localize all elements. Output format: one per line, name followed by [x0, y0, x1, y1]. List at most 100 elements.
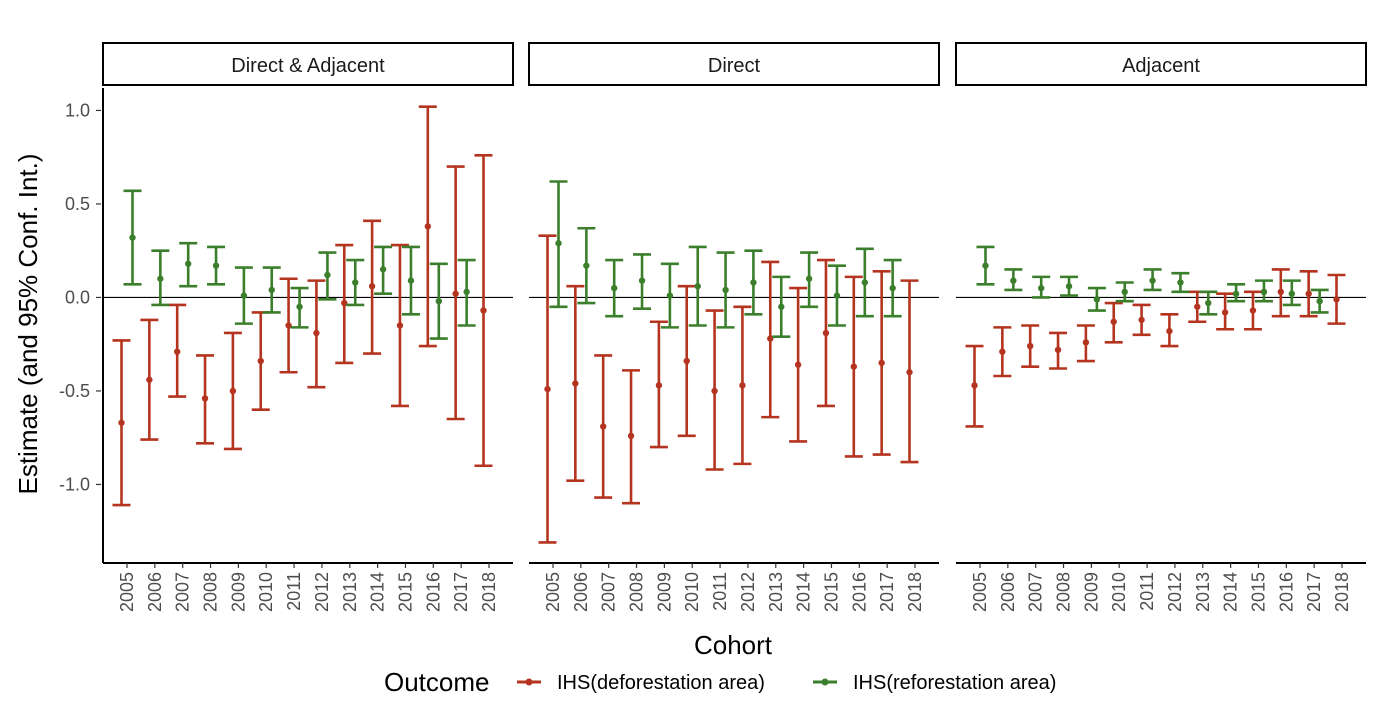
x-tick-label: 2009 [228, 572, 248, 612]
error-bar-reforestation [346, 258, 365, 307]
estimate-point [352, 279, 359, 286]
error-bar-reforestation [688, 245, 707, 327]
estimate-point [407, 277, 415, 284]
y-tick-label: 0.5 [65, 194, 90, 214]
x-tick-label: 2018 [905, 572, 925, 612]
estimate-point [878, 359, 885, 367]
estimate-point [157, 275, 164, 282]
estimate-point [368, 283, 376, 290]
error-bar-deforestation [307, 279, 326, 389]
estimate-point [850, 363, 858, 370]
legend-title: Outcome [384, 667, 490, 697]
estimate-point [1149, 277, 1156, 284]
x-tick-label: 2007 [173, 572, 193, 612]
estimate-point [1010, 277, 1017, 284]
error-bar-reforestation [577, 226, 596, 305]
estimate-point [627, 432, 635, 440]
x-tick-label: 2012 [312, 572, 332, 612]
error-bar-deforestation [1021, 324, 1040, 368]
x-tick-label: 2007 [1026, 572, 1046, 612]
x-tick-label: 2017 [451, 572, 471, 612]
error-bar-deforestation [1243, 290, 1262, 331]
estimate-point [833, 292, 841, 299]
error-bar-deforestation [900, 279, 919, 464]
error-bar-deforestation [1076, 324, 1095, 363]
x-tick-label: 2017 [1304, 572, 1324, 612]
error-bar-reforestation [401, 245, 420, 316]
error-bar-deforestation [1327, 273, 1346, 325]
error-bar-reforestation [827, 264, 846, 327]
estimate-point [1093, 296, 1101, 303]
error-bar-deforestation [705, 309, 724, 471]
x-tick-label: 2006 [145, 572, 165, 612]
error-bar-deforestation [446, 165, 465, 421]
estimate-point [296, 303, 303, 310]
x-tick-label: 2010 [682, 572, 702, 612]
estimate-point [861, 279, 869, 286]
estimate-point [480, 307, 487, 314]
x-tick-label: 2008 [201, 572, 221, 612]
x-tick-label: 2016 [423, 572, 443, 612]
estimate-point [285, 322, 292, 329]
x-tick-label: 2017 [877, 572, 897, 612]
estimate-point [1037, 284, 1045, 292]
error-bar-reforestation [429, 262, 448, 340]
error-bar-reforestation [855, 247, 874, 318]
x-tick-label: 2006 [998, 572, 1018, 612]
x-tick-label: 2015 [395, 572, 415, 612]
estimate-point [572, 380, 579, 387]
estimate-point [1260, 288, 1268, 296]
error-bar-reforestation [800, 251, 819, 309]
error-bar-reforestation [1032, 275, 1051, 299]
estimate-point [1205, 299, 1212, 307]
estimate-point [1082, 339, 1090, 346]
estimate-point [794, 361, 802, 368]
x-tick-label: 2010 [256, 572, 276, 612]
estimate-point [638, 277, 646, 284]
estimate-point [610, 284, 618, 292]
estimate-point [722, 286, 729, 294]
x-tick-label: 2013 [766, 572, 786, 612]
x-tick-label: 2009 [654, 572, 674, 612]
facet-strip [955, 42, 1367, 86]
error-bar-deforestation [474, 154, 493, 468]
facet-strip-label: Direct [708, 55, 761, 77]
error-bar-reforestation [1171, 271, 1190, 294]
error-bar-deforestation [789, 286, 808, 443]
estimate-point [1138, 316, 1145, 324]
x-tick-label: 2006 [571, 572, 591, 612]
x-tick-label: 2010 [1109, 572, 1129, 612]
error-bar-deforestation [168, 303, 187, 398]
estimate-point [1054, 346, 1062, 354]
estimate-point [1221, 309, 1229, 316]
estimate-point [767, 335, 774, 342]
facet-panel: Adjacent 2005 2006 2007 2008 2009 2010 2011 2012… [955, 42, 1367, 612]
x-tick-label: 2005 [970, 572, 990, 612]
estimate-point [982, 262, 989, 269]
error-bar-reforestation [744, 249, 763, 316]
y-axis-title: Estimate (and 95% Conf. Int.) [13, 153, 43, 494]
error-bar-reforestation [318, 251, 337, 301]
error-bar-deforestation [1188, 290, 1207, 324]
error-bar-deforestation [649, 320, 668, 449]
x-tick-label: 2011 [1137, 572, 1157, 611]
estimate-point [544, 385, 551, 393]
estimate-point [257, 357, 264, 365]
error-bar-reforestation [605, 258, 624, 318]
x-tick-label: 2009 [1081, 572, 1101, 612]
estimate-point [1232, 290, 1240, 297]
error-bar-deforestation [390, 243, 409, 408]
estimate-point [666, 292, 674, 299]
estimate-point [822, 329, 830, 337]
error-bar-deforestation [594, 354, 613, 499]
estimate-point [184, 260, 192, 267]
x-tick-label: 2018 [1332, 572, 1352, 612]
estimate-point [201, 395, 209, 402]
estimate-point [146, 376, 153, 383]
x-tick-label: 2011 [284, 572, 304, 611]
error-bar-deforestation [1299, 269, 1318, 318]
estimate-point [129, 234, 136, 241]
estimate-point [229, 387, 237, 395]
estimate-point [694, 283, 701, 290]
error-bar-deforestation [1132, 303, 1151, 337]
